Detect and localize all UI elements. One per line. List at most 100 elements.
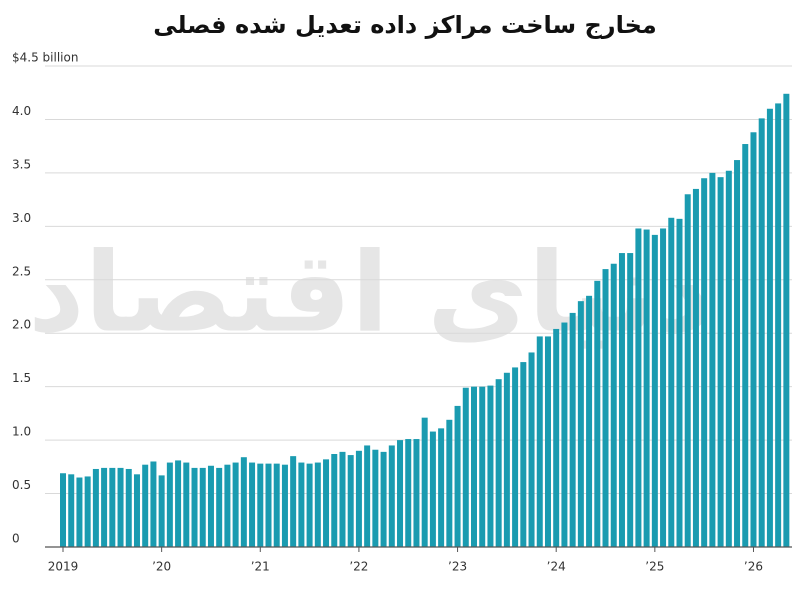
x-tick-label: ’25 [645, 560, 664, 574]
bar [101, 467, 108, 547]
bar [766, 108, 773, 547]
bar [224, 464, 231, 547]
y-tick-label: 0 [12, 532, 20, 546]
bar [750, 132, 757, 547]
bar [306, 463, 313, 547]
bar [331, 454, 338, 547]
bar [635, 228, 642, 547]
x-tick-label: ’23 [448, 560, 467, 574]
bar [273, 463, 280, 547]
x-tick-label: ’24 [547, 560, 566, 574]
bar [60, 473, 66, 547]
bar [544, 336, 551, 547]
x-tick-label: ’22 [349, 560, 368, 574]
bar [199, 467, 206, 547]
y-tick-label: 3.0 [12, 211, 31, 225]
bar [775, 103, 782, 548]
bar [421, 417, 428, 547]
y-tick-label: 0.5 [12, 478, 31, 492]
bar [109, 467, 116, 547]
bar [668, 217, 675, 547]
bar [536, 336, 543, 547]
bar [528, 352, 535, 547]
bar [618, 253, 625, 548]
bar [166, 462, 173, 547]
bar [479, 386, 486, 547]
bar [495, 379, 502, 547]
bar [627, 253, 634, 548]
bar [281, 464, 288, 547]
bar [240, 457, 247, 547]
bar [397, 440, 404, 547]
bar [471, 386, 477, 547]
y-tick-label: 3.5 [12, 157, 31, 171]
bar [133, 474, 140, 547]
bar [660, 228, 667, 547]
y-tick-label: 4.0 [12, 104, 31, 118]
bar [503, 372, 510, 547]
bar [388, 445, 395, 547]
bar [684, 194, 691, 547]
y-tick-label: 1.0 [12, 425, 31, 439]
bar [68, 474, 75, 547]
bar [216, 467, 223, 547]
bar [610, 263, 617, 547]
bar [257, 463, 264, 547]
bar [183, 462, 190, 547]
y-tick-label: 2.5 [12, 264, 31, 278]
watermark: دنیای اقتصاد [28, 228, 712, 356]
bar [692, 188, 699, 547]
bar [742, 144, 749, 548]
bar [249, 462, 256, 547]
bar [569, 312, 576, 547]
bar [758, 118, 765, 548]
bar [207, 465, 214, 547]
bar [175, 460, 182, 547]
bar [734, 160, 741, 547]
bar [577, 301, 584, 547]
bar [150, 461, 157, 547]
bar [446, 419, 453, 547]
bar [709, 172, 716, 547]
x-tick-label: 2019 [48, 560, 79, 574]
bar [372, 449, 379, 547]
bar [265, 463, 272, 547]
bar [783, 93, 790, 548]
bar [92, 468, 99, 547]
bar [314, 462, 321, 547]
bar [602, 269, 609, 547]
bar [290, 456, 297, 547]
bar [380, 451, 387, 547]
bar [701, 178, 708, 547]
bar [586, 295, 593, 547]
bar [76, 477, 83, 547]
y-tick-label: 2.0 [12, 318, 31, 332]
bar [438, 428, 445, 547]
bar [725, 170, 732, 548]
bar [520, 362, 527, 547]
y-tick-label: 1.5 [12, 371, 31, 385]
bar [553, 328, 560, 547]
x-tick-label: ’26 [744, 560, 763, 574]
bar [191, 467, 198, 547]
bar [364, 445, 371, 547]
bar [717, 177, 724, 548]
bar [561, 322, 568, 547]
bar [142, 464, 149, 547]
bar [125, 468, 132, 547]
x-tick-label: ’21 [251, 560, 270, 574]
bar [339, 451, 346, 547]
chart-title: مخارج ساخت مراکز داده تعدیل شده فصلی [153, 11, 657, 39]
bar [429, 431, 436, 547]
bar [347, 455, 354, 547]
bar [676, 218, 683, 547]
bar [462, 387, 469, 547]
bar [512, 367, 519, 547]
bar [355, 450, 362, 547]
bar [413, 439, 420, 547]
bar [643, 229, 650, 548]
bar [298, 462, 305, 547]
bar [84, 476, 91, 547]
bar [158, 475, 165, 547]
